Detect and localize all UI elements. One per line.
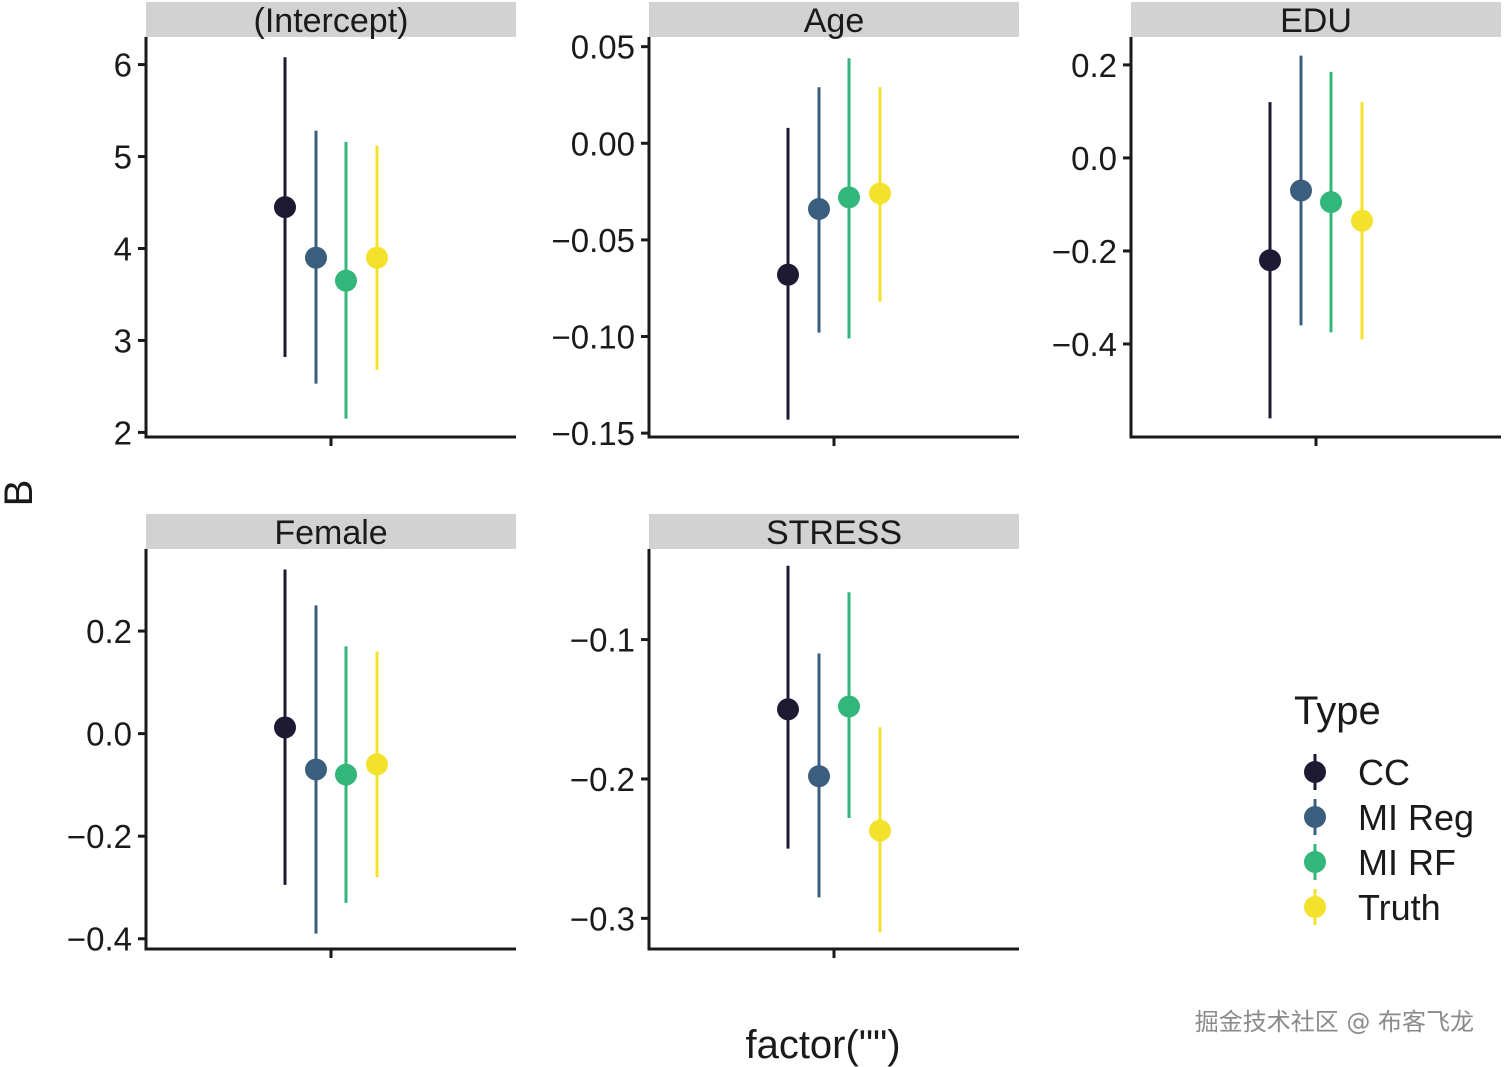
y-tick-label: −0.3	[570, 900, 635, 937]
watermark: 掘金技术社区 @ 布客飞龙	[1194, 1008, 1474, 1036]
y-tick-label: 3	[114, 322, 132, 359]
facet-strip	[649, 2, 1019, 37]
y-tick-label: 5	[114, 139, 132, 176]
point-mi-rf	[335, 763, 357, 786]
legend-key-point	[1304, 806, 1326, 828]
point-mi-reg	[305, 758, 327, 781]
y-tick-label: −0.4	[1052, 326, 1117, 363]
facet-strip-label: Female	[274, 514, 387, 552]
legend-item: CC	[1304, 752, 1410, 793]
y-tick-label: 0.05	[571, 29, 635, 66]
point-truth	[1351, 209, 1373, 232]
legend-label: Truth	[1358, 887, 1441, 928]
y-tick-label: −0.1	[570, 622, 635, 659]
y-tick-label: −0.2	[1052, 233, 1117, 270]
y-tick-label: −0.2	[67, 818, 132, 855]
point-mi-rf	[335, 269, 357, 292]
point-cc	[274, 196, 296, 219]
y-tick-label: 0.2	[86, 613, 132, 650]
point-truth	[869, 182, 891, 205]
point-truth	[366, 753, 388, 776]
y-tick-label: 0.0	[1071, 140, 1117, 177]
point-cc	[274, 716, 296, 739]
point-mi-reg	[1290, 179, 1312, 202]
y-tick-label: 2	[114, 414, 132, 451]
point-truth	[366, 246, 388, 269]
y-tick-label: 4	[114, 230, 132, 267]
y-tick-label: 0.2	[1071, 47, 1117, 84]
facet-strip-label: (Intercept)	[254, 2, 409, 40]
legend-label: CC	[1358, 752, 1410, 793]
facet-strip-label: Age	[804, 2, 865, 40]
legend-key-point	[1304, 851, 1326, 873]
facet-panels: (Intercept) 2 3 4 5 6 Age 0.05 0.00 −0.05 −0.10 −0.…	[67, 2, 1501, 958]
y-tick-label: 6	[114, 47, 132, 84]
legend-label: MI Reg	[1358, 797, 1474, 838]
facet-strip	[649, 514, 1019, 549]
point-mi-reg	[808, 197, 830, 220]
y-tick-label: −0.2	[570, 761, 635, 798]
y-tick-label: 0.00	[571, 125, 635, 162]
legend-key-point	[1304, 896, 1326, 918]
facet-panel: STRESS −0.1 −0.2 −0.3	[570, 514, 1019, 958]
facet-panel: Female 0.2 0.0 −0.2 −0.4	[67, 514, 516, 958]
facet-strip	[146, 2, 516, 37]
facet-strip	[146, 514, 516, 549]
facet-strip-label: STRESS	[766, 514, 902, 552]
point-mi-rf	[838, 695, 860, 718]
point-mi-rf	[1320, 191, 1342, 214]
legend-title: Type	[1294, 689, 1381, 733]
facet-panel: (Intercept) 2 3 4 5 6	[114, 2, 516, 451]
legend-item: MI Reg	[1304, 797, 1474, 838]
point-cc	[777, 263, 799, 286]
y-tick-label: −0.05	[552, 222, 636, 259]
y-tick-label: −0.10	[552, 319, 636, 356]
point-cc	[777, 698, 799, 721]
point-mi-rf	[838, 186, 860, 209]
y-tick-label: 0.0	[86, 716, 132, 753]
y-tick-label: −0.15	[552, 415, 636, 452]
y-tick-label: −0.4	[67, 921, 132, 958]
legend-label: MI RF	[1358, 842, 1456, 883]
point-mi-reg	[808, 765, 830, 788]
point-truth	[869, 819, 891, 842]
facet-panel: EDU 0.2 0.0 −0.2 −0.4	[1052, 2, 1501, 446]
legend-item: Truth	[1304, 887, 1441, 928]
facet-strip	[1131, 2, 1501, 37]
y-axis-title: B	[0, 480, 41, 507]
facet-panel: Age 0.05 0.00 −0.05 −0.10 −0.15	[552, 2, 1019, 452]
point-mi-reg	[305, 246, 327, 269]
legend-key-point	[1304, 761, 1326, 783]
point-cc	[1259, 249, 1281, 272]
facet-strip-label: EDU	[1280, 2, 1352, 40]
legend-item: MI RF	[1304, 842, 1456, 883]
x-axis-title: factor("")	[745, 1023, 900, 1067]
